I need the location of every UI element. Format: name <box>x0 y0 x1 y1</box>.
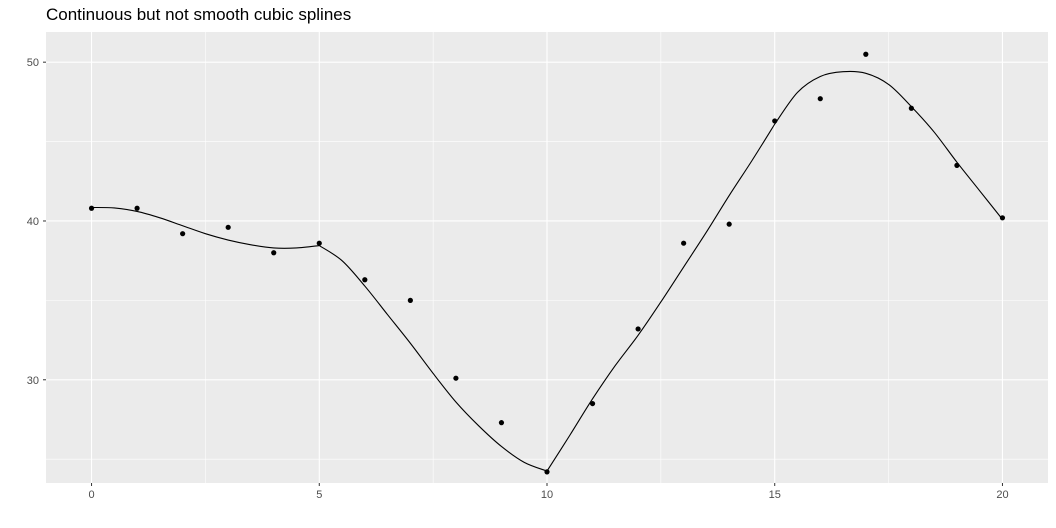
data-point <box>134 205 140 211</box>
y-tick-label: 30 <box>27 375 39 387</box>
y-axis: 30 40 50 <box>27 57 46 387</box>
data-point <box>726 221 732 227</box>
data-point <box>817 96 823 102</box>
data-point <box>589 400 596 407</box>
x-tick-label: 15 <box>769 489 781 501</box>
data-point <box>180 231 186 237</box>
x-tick-label: 20 <box>996 489 1008 501</box>
data-point <box>544 469 550 475</box>
x-tick-label: 5 <box>316 489 322 501</box>
data-points <box>88 51 1006 475</box>
data-point <box>453 375 459 381</box>
chart-title: Continuous but not smooth cubic splines <box>46 5 352 24</box>
data-point <box>999 215 1006 221</box>
data-point <box>772 118 778 124</box>
data-point <box>498 420 505 426</box>
data-point <box>88 205 95 211</box>
x-axis: 0 5 10 15 20 <box>88 483 1009 501</box>
data-point <box>954 162 960 168</box>
data-point <box>681 240 687 246</box>
data-point <box>635 326 641 332</box>
data-point <box>908 105 914 111</box>
data-point <box>225 224 231 230</box>
data-point <box>316 240 322 246</box>
data-point <box>362 277 368 283</box>
x-tick-label: 0 <box>88 489 94 501</box>
y-tick-label: 50 <box>27 57 39 69</box>
data-point <box>271 250 277 256</box>
major-gridlines <box>46 32 1048 483</box>
data-point <box>863 51 869 57</box>
x-tick-label: 10 <box>541 489 553 501</box>
y-tick-label: 40 <box>27 216 39 228</box>
data-point <box>407 297 413 303</box>
